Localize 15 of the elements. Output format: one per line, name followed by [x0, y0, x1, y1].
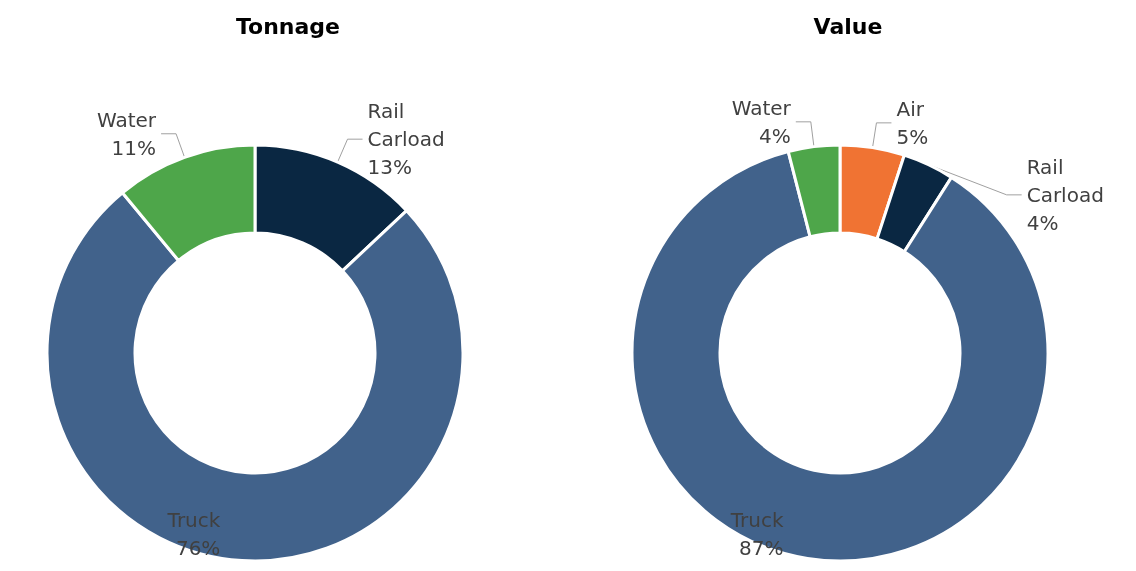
data-label: 5% [896, 124, 929, 149]
slice-label: Water [96, 107, 157, 132]
slice-label: Air [896, 96, 925, 121]
data-label: 13% [367, 155, 412, 180]
data-label: 4% [759, 123, 791, 148]
slice-label: Rail Carload [367, 99, 445, 152]
slice-label: Truck [729, 508, 784, 532]
slice-label: Water [731, 95, 792, 120]
data-label: 4% [1026, 210, 1059, 235]
data-label: 87% [739, 536, 784, 560]
slice-label: Rail Carload [1026, 154, 1104, 207]
chart-title: Tonnage [235, 13, 341, 39]
slice-label: Truck [166, 508, 221, 532]
chart-title: Value [813, 13, 883, 39]
data-label: 11% [111, 135, 157, 160]
